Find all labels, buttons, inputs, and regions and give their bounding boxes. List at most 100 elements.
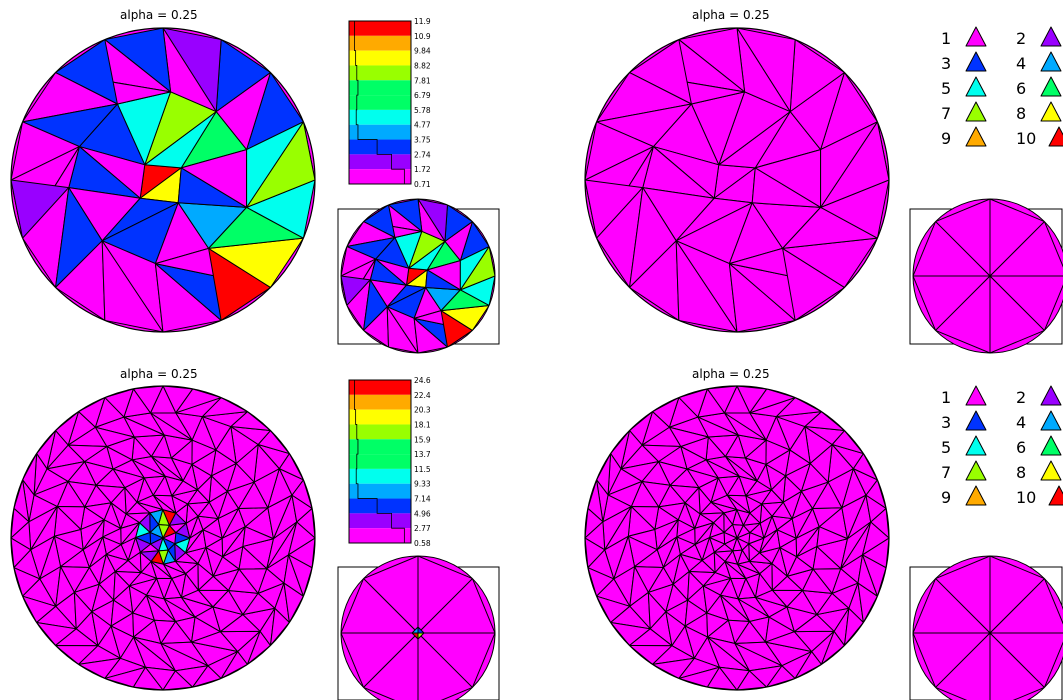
inset-mesh-bottom-left-triangle bbox=[411, 632, 419, 640]
colorbar-top-left-swatch bbox=[349, 169, 411, 184]
colorbar-bottom-left-label: 13.7 bbox=[414, 450, 431, 459]
legend-top-right-swatch bbox=[1040, 101, 1062, 122]
colorbar-bottom-left-label: 15.9 bbox=[414, 435, 431, 444]
colorbar-bottom-left-swatch bbox=[349, 454, 411, 469]
colorbar-bottom-left-label: 20.3 bbox=[414, 406, 431, 415]
inset-mesh-top-left bbox=[341, 199, 495, 353]
mesh-bottom-left-triangle bbox=[174, 532, 191, 545]
legend-top-right-swatch bbox=[965, 76, 987, 97]
legend-top-right-swatch bbox=[965, 51, 987, 72]
legend-bottom-right-label: 6 bbox=[1016, 438, 1026, 457]
legend-bottom-right-swatch bbox=[965, 435, 987, 456]
legend-top-right-label: 4 bbox=[1016, 54, 1026, 73]
inset-mesh-top-left-triangle bbox=[459, 246, 490, 291]
mesh-bottom-left-triangle bbox=[266, 521, 298, 570]
inset-outline-top-left bbox=[340, 198, 496, 354]
disk-outline-top-right bbox=[584, 27, 890, 333]
legend-top-right-swatch bbox=[965, 101, 987, 122]
legend-bottom-right-swatch bbox=[965, 385, 987, 406]
inset-mesh-bottom-right bbox=[913, 556, 1063, 700]
disk-outline-bottom-right bbox=[584, 385, 890, 691]
legend-bottom-right-label: 8 bbox=[1016, 463, 1026, 482]
legend-bottom-right-swatch bbox=[1040, 435, 1062, 456]
colorbar-top-left-swatch bbox=[349, 65, 411, 81]
legend-bottom-right-swatch bbox=[965, 410, 987, 431]
inset-mesh-top-right bbox=[913, 199, 1063, 353]
inset-mesh-bottom-left bbox=[341, 556, 495, 700]
colorbar-bottom-left-swatch bbox=[349, 439, 411, 455]
colorbar-top-left-swatch bbox=[349, 80, 411, 96]
panel-title-bottom-right: alpha = 0.25 bbox=[692, 367, 770, 381]
panel-title-bottom-left: alpha = 0.25 bbox=[120, 367, 198, 381]
colorbar-bottom-left-label: 11.5 bbox=[414, 465, 431, 474]
legend-top-right-label: 5 bbox=[941, 79, 951, 98]
colorbar-bottom-left-swatch bbox=[349, 513, 411, 529]
mesh-bottom-right-triangle bbox=[776, 529, 797, 549]
legend-bottom-right-label: 2 bbox=[1016, 388, 1026, 407]
colorbar-bottom-left-swatch bbox=[349, 380, 411, 395]
colorbar-bottom-left-swatch bbox=[349, 483, 411, 499]
legend-top-right-label: 1 bbox=[941, 29, 951, 48]
colorbar-top-left-swatch bbox=[349, 139, 411, 155]
colorbar-top-left-label: 10.9 bbox=[414, 32, 431, 41]
colorbar-top-left-swatch bbox=[349, 50, 411, 66]
colorbar-top-left-label: 2.74 bbox=[414, 150, 431, 159]
colorbar-bottom-left-label: 7.14 bbox=[414, 495, 431, 504]
mesh-top-left-triangle bbox=[246, 121, 304, 208]
colorbar-bottom-left-swatch bbox=[349, 409, 411, 425]
mesh-bottom-left-triangle bbox=[288, 521, 315, 556]
legend-bottom-right-label: 5 bbox=[941, 438, 951, 457]
disk-outline-top-left bbox=[10, 27, 316, 333]
mesh-top-left bbox=[11, 28, 315, 332]
colorbar-top-left-swatch bbox=[349, 124, 411, 140]
colorbar-top-left-label: 11.9 bbox=[414, 17, 431, 26]
inset-outline-bottom-right bbox=[912, 555, 1063, 700]
mesh-top-right bbox=[585, 28, 889, 332]
legend-bottom-right-swatch bbox=[1040, 410, 1062, 431]
colorbar-top-left: 11.9 10.9 9.84 8.82 7.81 6.79 5.78 4.77 3.75 2.74… bbox=[348, 17, 431, 189]
legend-bottom-right-label: 3 bbox=[941, 413, 951, 432]
legend-bottom-right-swatch bbox=[1040, 460, 1062, 481]
legend-top-right-swatch bbox=[965, 26, 987, 47]
inset-mesh-bottom-left-triangle bbox=[417, 632, 495, 688]
mesh-bottom-right-triangle bbox=[840, 521, 872, 570]
mesh-bottom-right-triangle bbox=[759, 529, 778, 554]
legend-bottom-right-label: 7 bbox=[941, 463, 951, 482]
colorbar-bottom-left-label: 24.6 bbox=[414, 376, 431, 385]
colorbar-bottom-left-label: 4.96 bbox=[414, 509, 431, 518]
inset-mesh-bottom-right-triangle bbox=[989, 632, 1063, 688]
colorbar-top-left-label: 1.72 bbox=[414, 165, 431, 174]
colorbar-bottom-left-label: 22.4 bbox=[414, 391, 431, 400]
disk-outline-bottom-left bbox=[10, 385, 316, 691]
colorbar-top-left-swatch bbox=[349, 35, 411, 51]
mesh-bottom-left-triangle bbox=[242, 526, 274, 547]
mesh-bottom-right-triangle bbox=[748, 532, 765, 545]
inset-outline-top-right bbox=[912, 198, 1063, 354]
legend-top-right-label: 7 bbox=[941, 104, 951, 123]
legend-top-right-label: 10 bbox=[1016, 129, 1036, 148]
mesh-top-right-triangle bbox=[820, 121, 878, 208]
colorbar-bottom-left-swatch bbox=[349, 424, 411, 440]
colorbar-top-left-label: 3.75 bbox=[414, 136, 431, 145]
colorbar-bottom-left-swatch bbox=[349, 468, 411, 484]
colorbar-top-left-swatch bbox=[349, 154, 411, 170]
mesh-bottom-right bbox=[585, 386, 889, 690]
colorbar-top-left-label: 7.81 bbox=[414, 76, 431, 85]
colorbar-top-left-label: 0.71 bbox=[414, 180, 431, 189]
legend-bottom-right-label: 10 bbox=[1016, 488, 1036, 507]
colorbar-top-left-label: 9.84 bbox=[414, 47, 431, 56]
legend-bottom-right-label: 9 bbox=[941, 488, 951, 507]
mesh-bottom-left-triangle bbox=[185, 529, 204, 554]
colorbar-top-left-label: 5.78 bbox=[414, 106, 431, 115]
colorbar-top-left-swatch bbox=[349, 95, 411, 110]
colorbar-bottom-left-label: 2.77 bbox=[414, 524, 431, 533]
mesh-bottom-right-triangle bbox=[816, 526, 848, 547]
legend-top-right-swatch bbox=[1040, 51, 1062, 72]
colorbar-bottom-left-label: 18.1 bbox=[414, 420, 431, 429]
legend-bottom-right-label: 4 bbox=[1016, 413, 1026, 432]
legend-bottom-right: 1 2 3 4 5 6 7 8 9 10 bbox=[941, 385, 1063, 507]
colorbar-top-left-label: 6.79 bbox=[414, 91, 431, 100]
legend-top-right-label: 2 bbox=[1016, 29, 1026, 48]
legend-bottom-right-swatch bbox=[1048, 485, 1063, 506]
